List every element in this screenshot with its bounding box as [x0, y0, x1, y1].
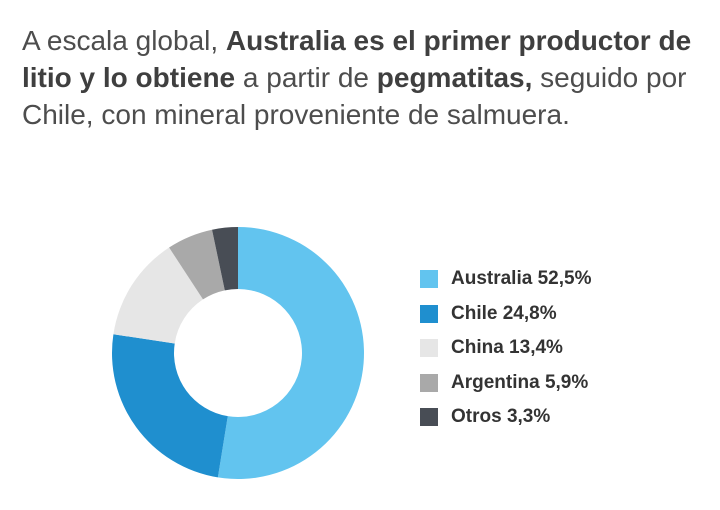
legend-swatch-china	[420, 339, 438, 358]
headline-bold-2: pegmatitas,	[376, 62, 533, 93]
legend-label-chile: Chile 24,8%	[451, 302, 557, 324]
legend-label-china: China 13,4%	[451, 337, 563, 359]
legend: Australia 52,5% Chile 24,8% China 13,4% …	[420, 262, 591, 435]
donut-slice-argentina	[169, 229, 225, 300]
legend-swatch-argentina	[420, 373, 438, 392]
headline-text-1: A escala global,	[22, 25, 226, 56]
headline-text-2: a partir de	[235, 62, 377, 93]
legend-swatch-australia	[420, 270, 438, 289]
legend-item-argentina: Argentina 5,9%	[420, 366, 591, 401]
headline: A escala global, Australia es el primer …	[22, 22, 702, 133]
donut-slice-australia	[217, 227, 364, 479]
legend-item-otros: Otros 3,3%	[420, 400, 591, 435]
legend-label-argentina: Argentina 5,9%	[451, 371, 589, 393]
legend-item-china: China 13,4%	[420, 331, 591, 366]
legend-label-australia: Australia 52,5%	[451, 268, 592, 290]
headline-bold-1: Australia es el primer productor de liti…	[22, 25, 692, 93]
donut-chart	[111, 227, 364, 479]
legend-item-chile: Chile 24,8%	[420, 297, 591, 332]
donut-slice-china	[113, 247, 203, 344]
headline-text-3: seguido por Chile, con mineral provenien…	[22, 62, 687, 130]
legend-swatch-chile	[420, 304, 438, 323]
donut-slice-otros	[212, 227, 238, 291]
legend-label-otros: Otros 3,3%	[451, 406, 551, 428]
legend-swatch-otros	[420, 408, 438, 427]
donut-slice-chile	[111, 334, 228, 478]
legend-item-australia: Australia 52,5%	[420, 262, 591, 297]
